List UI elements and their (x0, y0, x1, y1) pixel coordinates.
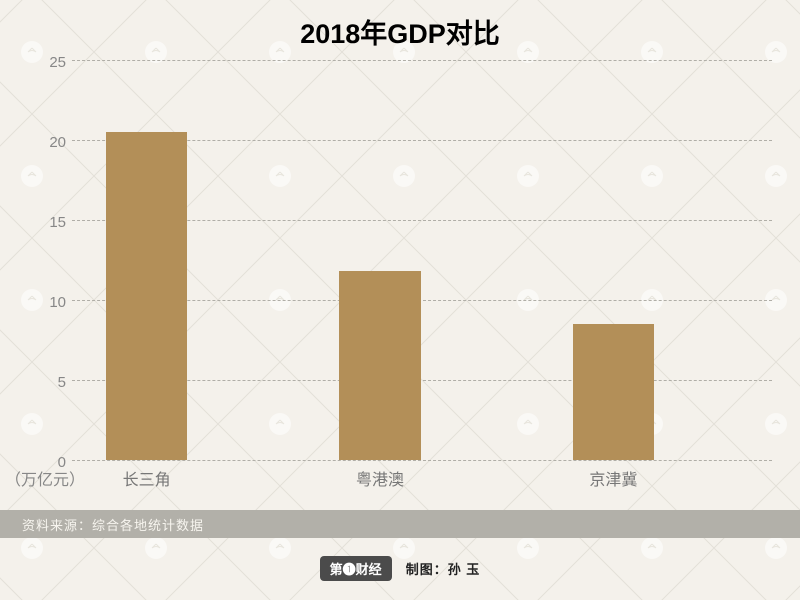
infographic-container: 2018年GDP对比 0 5 10 15 20 25 长三角 粤港澳 京津冀 （万亿元） 资料… (0, 0, 800, 600)
ytick-label: 10 (26, 294, 66, 311)
y-unit-label: （万亿元） (5, 466, 85, 490)
ytick-label: 25 (26, 54, 66, 71)
chart-plot-area: 0510152025 长三角粤港澳京津冀 (72, 60, 772, 460)
brand-badge: 第❶财经 (320, 556, 392, 581)
ytick-label: 20 (26, 134, 66, 151)
xtick-label: 京津冀 (589, 466, 637, 490)
gridline: 0 (72, 460, 772, 461)
credit-text: 制图：孙 玉 (406, 559, 481, 578)
source-bar: 资料来源：综合各地统计数据 (0, 510, 800, 538)
source-text: 资料来源：综合各地统计数据 (22, 515, 204, 534)
bar (573, 324, 655, 460)
chart-title: 2018年GDP对比 (0, 12, 800, 51)
gridline: 25 (72, 60, 772, 61)
footer: 第❶财经 制图：孙 玉 (0, 556, 800, 581)
ytick-label: 5 (26, 374, 66, 391)
xtick-label: 粤港澳 (356, 466, 404, 490)
bar (106, 132, 188, 460)
ytick-label: 15 (26, 214, 66, 231)
xtick-label: 长三角 (123, 466, 171, 490)
bar (339, 271, 421, 460)
